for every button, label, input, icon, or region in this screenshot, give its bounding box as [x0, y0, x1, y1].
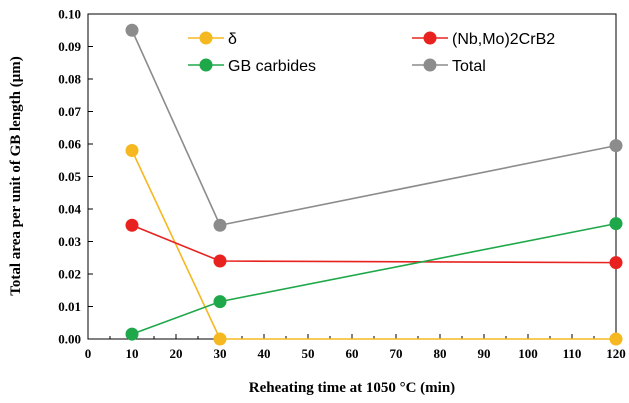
- x-tick-label: 90: [478, 346, 491, 361]
- x-tick-label: 110: [563, 346, 582, 361]
- y-tick-label: 0.00: [58, 332, 81, 347]
- legend-marker: [423, 31, 437, 45]
- y-tick-label: 0.05: [58, 169, 81, 184]
- data-point-nb-mo-2crb2: [213, 254, 227, 268]
- y-axis-ticks: 0.00 0.01 0.02 0.03 0.04 0.05 0.06 0.07 0.08 0.09…: [58, 7, 93, 347]
- series-line-delta: [131, 150, 616, 340]
- x-tick-label: 120: [606, 346, 626, 361]
- x-tick-label: 40: [258, 346, 271, 361]
- data-point-delta: [125, 144, 139, 157]
- x-tick-label: 50: [302, 346, 315, 361]
- y-tick-label: 0.08: [58, 72, 81, 87]
- series-line-gb-carbides: [131, 222, 617, 335]
- x-tick-label: 80: [434, 346, 447, 361]
- legend: δ (Nb,Mo)2CrB2 GB carbides Total: [188, 31, 555, 75]
- y-tick-label: 0.03: [58, 234, 81, 249]
- y-tick-label: 0.04: [58, 202, 81, 217]
- y-tick-label: 0.06: [58, 137, 81, 152]
- x-axis-ticks: 0 10 20 30 40 50 60 70 80 90 100 110 120: [85, 334, 626, 361]
- legend-marker: [423, 58, 437, 72]
- y-tick-label: 0.07: [58, 104, 81, 119]
- data-point-delta: [609, 332, 623, 346]
- y-tick-label: 0.09: [58, 39, 81, 54]
- legend-label: Total: [452, 58, 486, 75]
- data-point-total: [213, 218, 227, 232]
- data-point-delta: [213, 332, 227, 346]
- data-point-gb-carbides: [213, 295, 227, 309]
- legend-label: (Nb,Mo)2CrB2: [452, 31, 555, 48]
- x-tick-label: 100: [518, 346, 538, 361]
- y-axis-title: Total area per unit of GB length (μm): [8, 56, 24, 295]
- x-tick-label: 60: [346, 346, 359, 361]
- series-line-nb-mo-2crb2: [131, 224, 617, 264]
- x-tick-label: 10: [126, 346, 139, 361]
- x-tick-label: 30: [214, 346, 227, 361]
- legend-label: GB carbides: [228, 58, 316, 75]
- x-tick-label: 70: [390, 346, 403, 361]
- x-tick-label: 0: [85, 346, 92, 361]
- y-tick-label: 0.02: [58, 267, 81, 282]
- data-point-nb-mo-2crb2: [125, 218, 139, 232]
- data-point-nb-mo-2crb2: [609, 256, 623, 270]
- data-point-gb-carbides: [125, 327, 139, 341]
- data-point-total: [125, 23, 139, 37]
- legend-label: δ: [228, 31, 237, 48]
- data-point-total: [609, 139, 623, 153]
- legend-marker: [199, 31, 213, 45]
- y-tick-label: 0.01: [58, 299, 81, 314]
- y-tick-label: 0.10: [58, 7, 81, 22]
- plot-area: [87, 13, 617, 340]
- series-layer: [125, 23, 623, 346]
- data-point-gb-carbides: [609, 217, 623, 231]
- legend-marker: [199, 58, 213, 72]
- x-tick-label: 20: [170, 346, 183, 361]
- x-axis-title: Reheating time at 1050 °C (min): [249, 380, 455, 396]
